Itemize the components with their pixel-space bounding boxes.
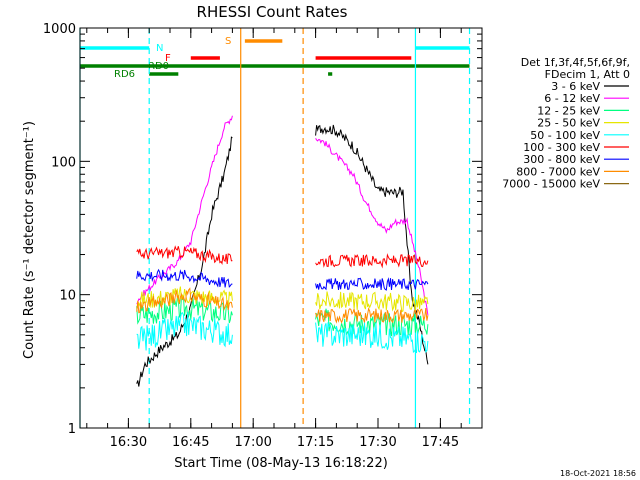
timestamp: 18-Oct-2021 18:56 <box>560 469 636 478</box>
series-line <box>315 138 429 316</box>
flag-label: RD6 <box>114 69 135 80</box>
y-axis: 1 10 100 1000 <box>43 22 482 437</box>
legend-header: Det 1f,3f,4f,5f,6f,9f, <box>521 56 630 69</box>
x-tick-label: 16:30 <box>110 435 147 450</box>
y-tick-label: 1000 <box>43 22 76 37</box>
legend-entry-label: 800 - 7000 keV <box>516 165 600 178</box>
series-line <box>136 136 233 387</box>
legend-entry-label: 100 - 300 keV <box>523 141 600 154</box>
plot-frame <box>79 27 483 429</box>
flag-label: N <box>156 43 163 54</box>
y-tick-label: 10 <box>59 289 76 304</box>
legend-header: FDecim 1, Att 0 <box>545 68 630 81</box>
legend-entry-label: 300 - 800 keV <box>523 153 600 166</box>
legend-entry-label: 12 - 25 keV <box>537 104 600 117</box>
flag-label: S <box>225 36 231 47</box>
series-line <box>136 312 233 351</box>
series-line <box>315 322 429 354</box>
series-line <box>315 307 429 324</box>
interval-lines <box>79 28 471 428</box>
y-tick-label: 1 <box>68 422 76 437</box>
series-line <box>315 124 429 365</box>
series-line <box>315 291 429 313</box>
series-line <box>136 245 233 265</box>
flag-label: RD0 <box>148 61 169 72</box>
x-tick-label: 17:00 <box>234 435 271 450</box>
series-line <box>136 295 233 325</box>
series-line <box>315 277 429 291</box>
y-tick-label: 100 <box>51 155 76 170</box>
x-tick-label: 17:15 <box>297 435 334 450</box>
series-line <box>136 268 233 288</box>
legend-entry-label: 50 - 100 keV <box>530 129 600 142</box>
x-axis-label: Start Time (08-May-13 16:18:22) <box>174 456 388 471</box>
x-axis: 16:30 16:45 17:00 17:15 17:30 17:45 <box>86 28 483 450</box>
x-tick-label: 17:45 <box>422 435 459 450</box>
legend-entry-label: 6 - 12 keV <box>544 92 600 105</box>
legend-entry-label: 7000 - 15000 keV <box>502 178 600 191</box>
legend: Det 1f,3f,4f,5f,6f,9f,FDecim 1, Att 03 -… <box>502 56 630 191</box>
x-tick-label: 17:30 <box>359 435 396 450</box>
series-line <box>315 308 429 337</box>
x-tick-label: 16:45 <box>172 435 209 450</box>
legend-entry-label: 3 - 6 keV <box>551 80 600 93</box>
series-line <box>136 287 233 314</box>
legend-entry-label: 25 - 50 keV <box>537 117 600 130</box>
chart-title: RHESSI Count Rates <box>197 3 348 21</box>
flag-label: F <box>165 53 171 64</box>
series-lines <box>136 115 429 387</box>
flag-bars: NF S RD0 RD6 <box>80 36 470 80</box>
series-line <box>315 253 429 269</box>
y-axis-label: Count Rate (s⁻¹ detector segment⁻¹) <box>22 121 37 359</box>
